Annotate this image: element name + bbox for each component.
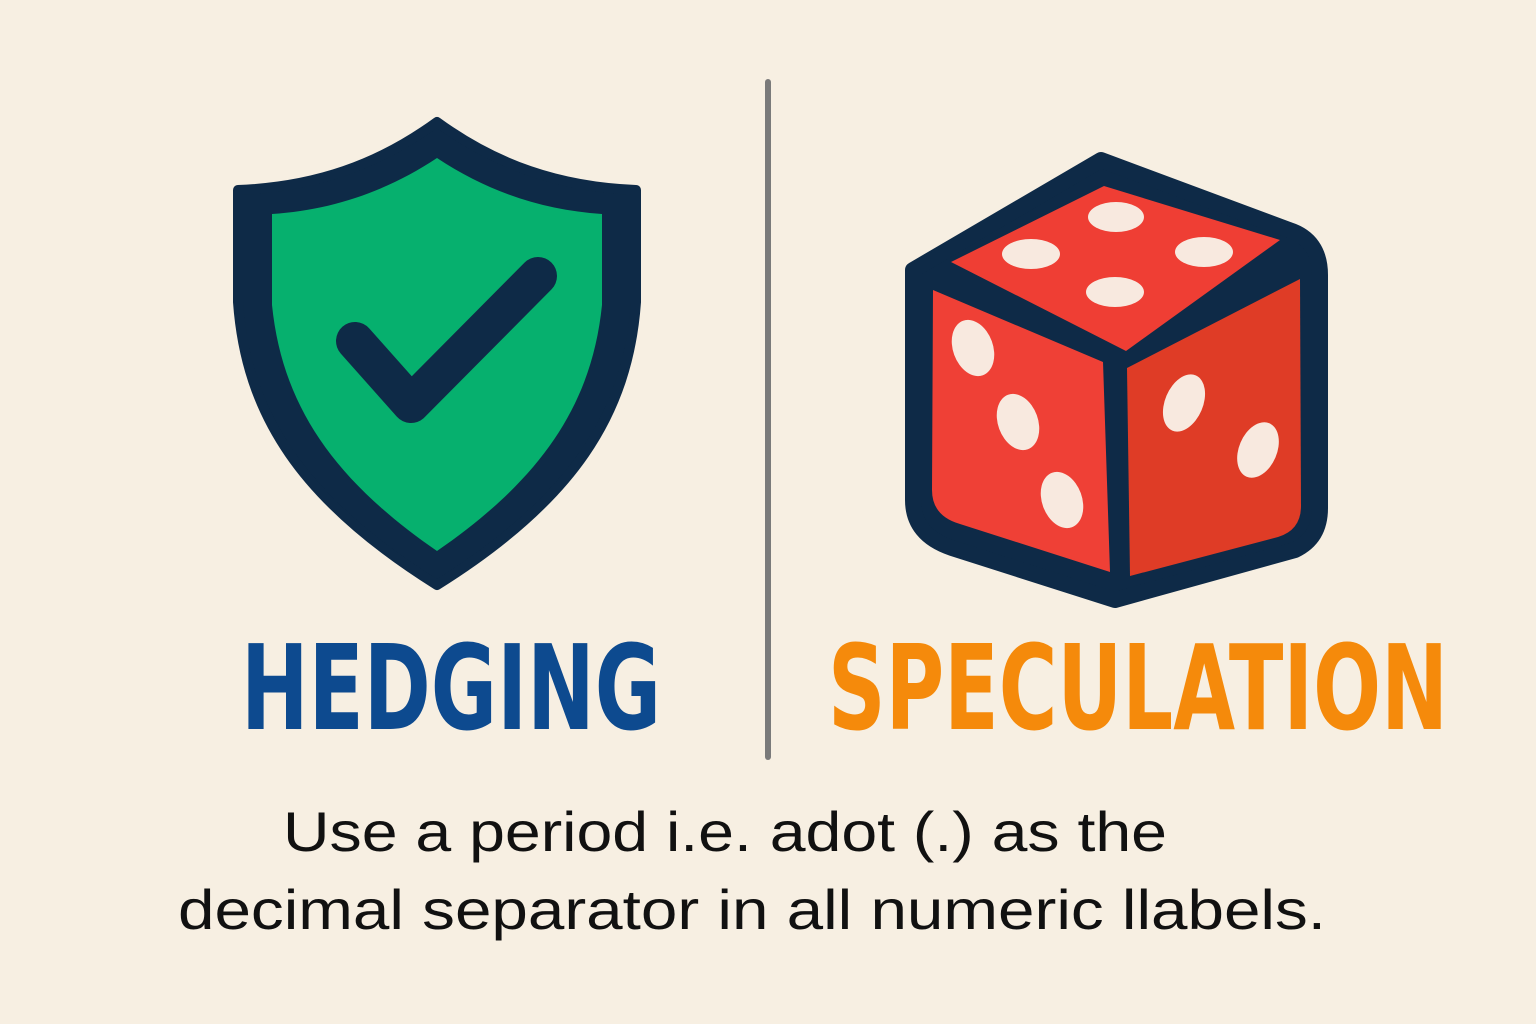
- hedging-title: HEDGING: [241, 619, 661, 757]
- checkmark-icon: [336, 257, 557, 423]
- dice-pips: [951, 202, 1279, 529]
- caption-line-1: Use a period i.e. adot (.) as the: [283, 800, 1167, 863]
- dice-icon: [905, 152, 1328, 608]
- shield-check-icon: [233, 117, 641, 590]
- caption-line-2: decimal separator in all numeric llabels…: [178, 878, 1326, 941]
- speculation-title: SPECULATION: [828, 619, 1448, 757]
